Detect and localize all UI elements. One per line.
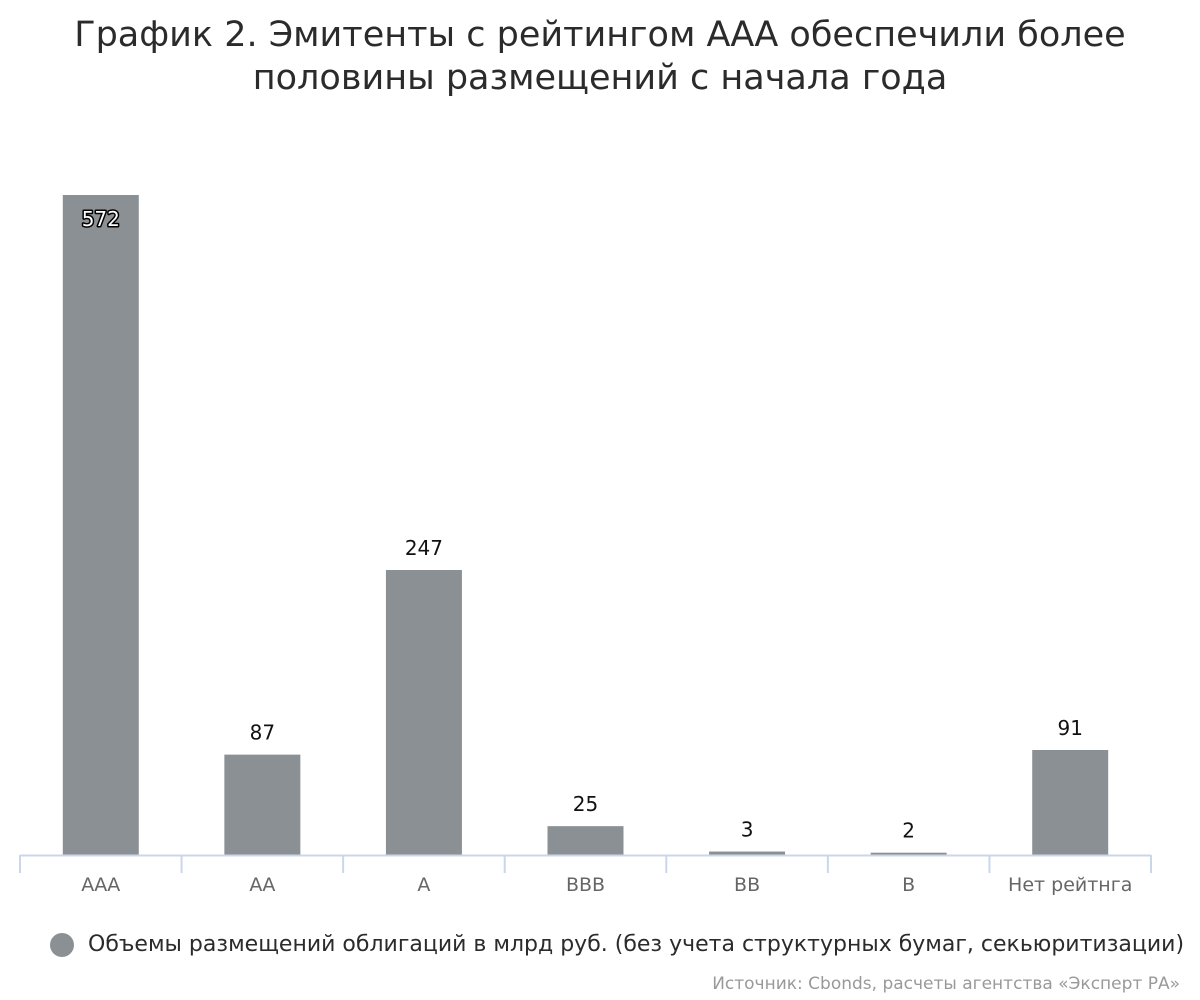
data-label-2: 87	[250, 721, 275, 745]
bar-3[interactable]	[385, 570, 462, 855]
source-note: Источник: Cbonds, расчеты агентства «Экс…	[712, 974, 1180, 994]
category-label-2: АА	[249, 874, 275, 896]
category-label-6: В	[902, 874, 915, 896]
bar-2[interactable]	[224, 754, 301, 855]
legend[interactable]: Объемы размещений облигаций в млрд руб. …	[50, 932, 1200, 964]
data-label-1: 572	[82, 207, 120, 231]
bar-4[interactable]	[547, 826, 624, 855]
data-labels-layer: 572 87 247 25 3 2 91	[80, 206, 1083, 843]
data-label-5: 3	[741, 818, 754, 842]
chart-title: График 2. Эмитенты с рейтингом ААА обесп…	[74, 15, 1126, 98]
data-label-6: 2	[902, 819, 915, 843]
bar-1[interactable]	[62, 195, 139, 855]
category-label-3: А	[417, 874, 430, 896]
category-label-5: ВВ	[734, 874, 760, 896]
legend-label: Объемы размещений облигаций в млрд руб. …	[88, 932, 1185, 957]
data-label-4: 25	[573, 792, 598, 816]
data-label-3: 247	[405, 536, 443, 560]
data-label-7: 91	[1057, 716, 1082, 740]
bar-7[interactable]	[1032, 750, 1109, 855]
category-label-7: Нет рейтнга	[1008, 874, 1132, 896]
bars-layer	[62, 195, 1109, 855]
legend-marker-icon	[50, 932, 74, 957]
bar-5[interactable]	[709, 851, 786, 855]
category-label-1: ААА	[81, 874, 120, 896]
category-label-4: ВВВ	[566, 874, 605, 896]
x-axis: ААА АА А ВВВ ВВ В Нет рейтнга	[19, 854, 1152, 896]
bar-6[interactable]	[870, 852, 947, 855]
